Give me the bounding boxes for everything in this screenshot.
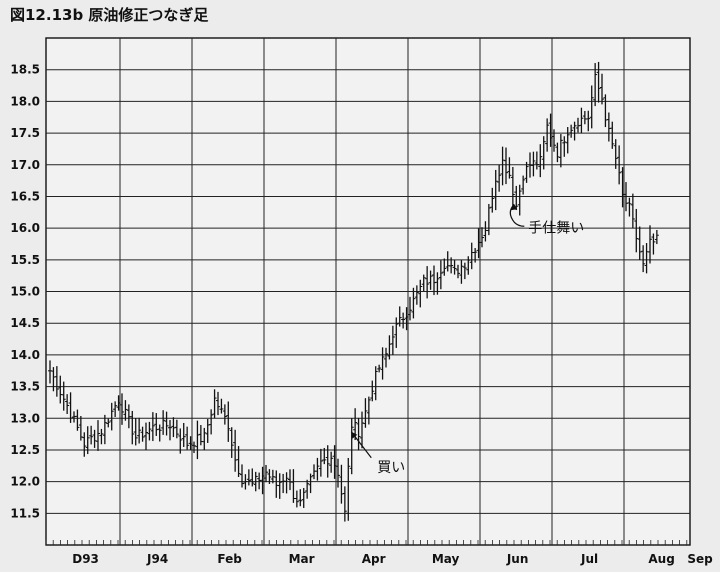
- x-tick-label: Sep: [687, 552, 713, 566]
- x-tick-label: Apr: [362, 552, 386, 566]
- y-tick-label: 16.0: [10, 221, 40, 235]
- x-tick-label: J94: [146, 552, 168, 566]
- x-tick-label: Jun: [506, 552, 529, 566]
- buy-annotation: 買い: [377, 460, 405, 476]
- y-tick-label: 18.5: [10, 63, 40, 77]
- y-tick-label: 11.5: [10, 506, 40, 520]
- y-tick-label: 13.5: [10, 380, 40, 394]
- y-tick-label: 12.0: [10, 475, 40, 489]
- y-tick-label: 13.0: [10, 411, 40, 425]
- y-tick-label: 17.0: [10, 158, 40, 172]
- y-tick-label: 15.5: [10, 253, 40, 267]
- exit-arrow-head: [510, 204, 518, 211]
- y-tick-label: 15.0: [10, 285, 40, 299]
- chart-title: 図12.13b 原油修正つなぎ足: [10, 6, 209, 24]
- x-tick-label: May: [432, 552, 460, 566]
- exit-arrow-line: [509, 203, 525, 227]
- x-tick-label: Feb: [217, 552, 242, 566]
- y-tick-label: 17.5: [10, 126, 40, 140]
- x-tick-label: Jul: [580, 552, 598, 566]
- y-tick-label: 12.5: [10, 443, 40, 457]
- y-tick-label: 16.5: [10, 189, 40, 203]
- x-tick-label: D93: [72, 552, 99, 566]
- y-tick-label: 14.0: [10, 348, 40, 362]
- x-tick-label: Mar: [289, 552, 315, 566]
- y-tick-label: 14.5: [10, 316, 40, 330]
- exit-annotation: 手仕舞い: [528, 220, 584, 236]
- buy-arrow-head: [351, 431, 358, 439]
- y-tick-label: 18.0: [10, 94, 40, 108]
- x-tick-label: Aug: [648, 552, 674, 566]
